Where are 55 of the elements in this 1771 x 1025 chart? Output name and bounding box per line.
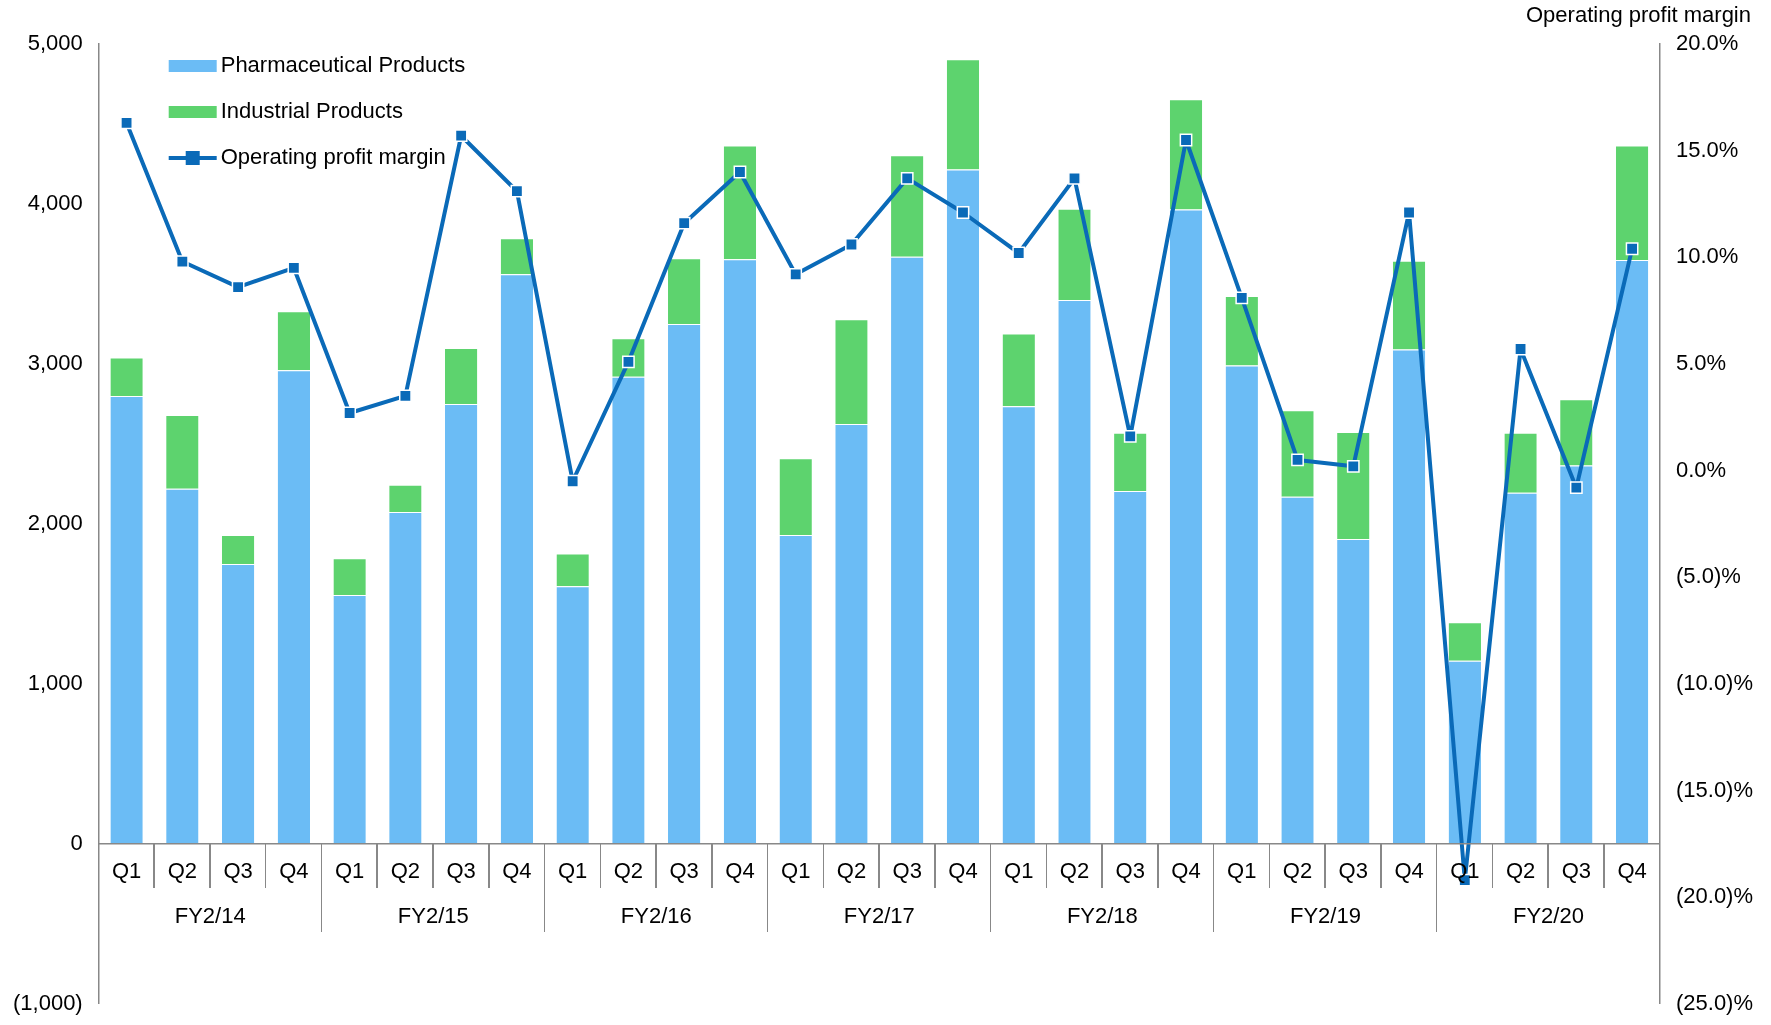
x-tick-label: Q3 (892, 857, 922, 883)
x-tick-label: Q2 (167, 857, 198, 883)
legend-label: Pharmaceutical Products (220, 52, 466, 78)
y-tick-label: (1,000) (12, 989, 83, 1015)
x-tick-label: Q4 (1617, 857, 1647, 883)
x-tick-label: Q1 (334, 857, 365, 883)
x-tick-label: Q2 (836, 857, 867, 883)
x-tick-label: Q4 (502, 857, 532, 883)
x-tick-label: Q4 (1171, 857, 1201, 883)
annotation: FY2/15 (397, 902, 469, 928)
annotation: FY2/16 (620, 902, 692, 928)
annotation: FY2/17 (843, 902, 915, 928)
x-tick-label: Q3 (223, 857, 253, 883)
y-tick-label: 5,000 (27, 30, 83, 56)
y-tick-label: 0 (70, 829, 83, 855)
y2-tick-label: (10.0)% (1675, 669, 1754, 695)
y-tick-label: 3,000 (27, 350, 83, 375)
x-tick-label: Q3 (1115, 857, 1145, 883)
y2-tick-label: 0.0% (1675, 456, 1727, 482)
x-tick-label: Q4 (725, 857, 755, 883)
x-tick-label: Q1 (1227, 857, 1257, 883)
x-tick-label: Q3 (1338, 857, 1368, 883)
x-tick-label: Q1 (557, 857, 588, 883)
x-tick-label: Q4 (279, 857, 309, 883)
y2-tick-label: 15.0% (1675, 136, 1739, 162)
x-tick-label: Q2 (1282, 857, 1313, 883)
annotation: FY2/20 (1512, 902, 1584, 928)
y-tick-label: 2,000 (27, 509, 83, 535)
x-tick-label: Q3 (669, 857, 699, 883)
x-tick-label: Q1 (111, 857, 142, 883)
x-tick-label: Q2 (1505, 857, 1536, 883)
x-tick-label: Q2 (613, 857, 644, 883)
legend-label: Industrial Products (220, 98, 403, 124)
y2-tick-label: (5.0)% (1675, 563, 1741, 589)
x-tick-label: Q3 (1561, 857, 1592, 883)
x-tick-label: Q4 (1394, 857, 1424, 883)
y2-tick-label: (15.0)% (1675, 776, 1754, 802)
x-tick-label: Q1 (781, 857, 811, 883)
x-tick-label: Q2 (1059, 857, 1090, 883)
y2-tick-label: 10.0% (1675, 243, 1739, 269)
x-tick-label: Q2 (390, 857, 421, 883)
x-tick-label: Q1 (1004, 857, 1034, 883)
y2-tick-label: 5.0% (1675, 350, 1727, 375)
x-tick-label: Q4 (948, 857, 978, 883)
x-tick-label: Q3 (446, 857, 476, 883)
y-tick-label: 4,000 (27, 190, 83, 216)
annotation: FY2/18 (1066, 902, 1138, 928)
annotation: FY2/19 (1289, 902, 1361, 928)
y-tick-label: 1,000 (27, 669, 83, 695)
y2-tick-label: (25.0)% (1675, 989, 1754, 1015)
y2-tick-label: 20.0% (1675, 30, 1739, 56)
annotation: FY2/14 (174, 902, 246, 928)
y2-axis-title: Operating profit margin (1526, 2, 1751, 28)
y2-tick-label: (20.0)% (1675, 883, 1754, 909)
legend-label: Operating profit margin (220, 144, 446, 170)
